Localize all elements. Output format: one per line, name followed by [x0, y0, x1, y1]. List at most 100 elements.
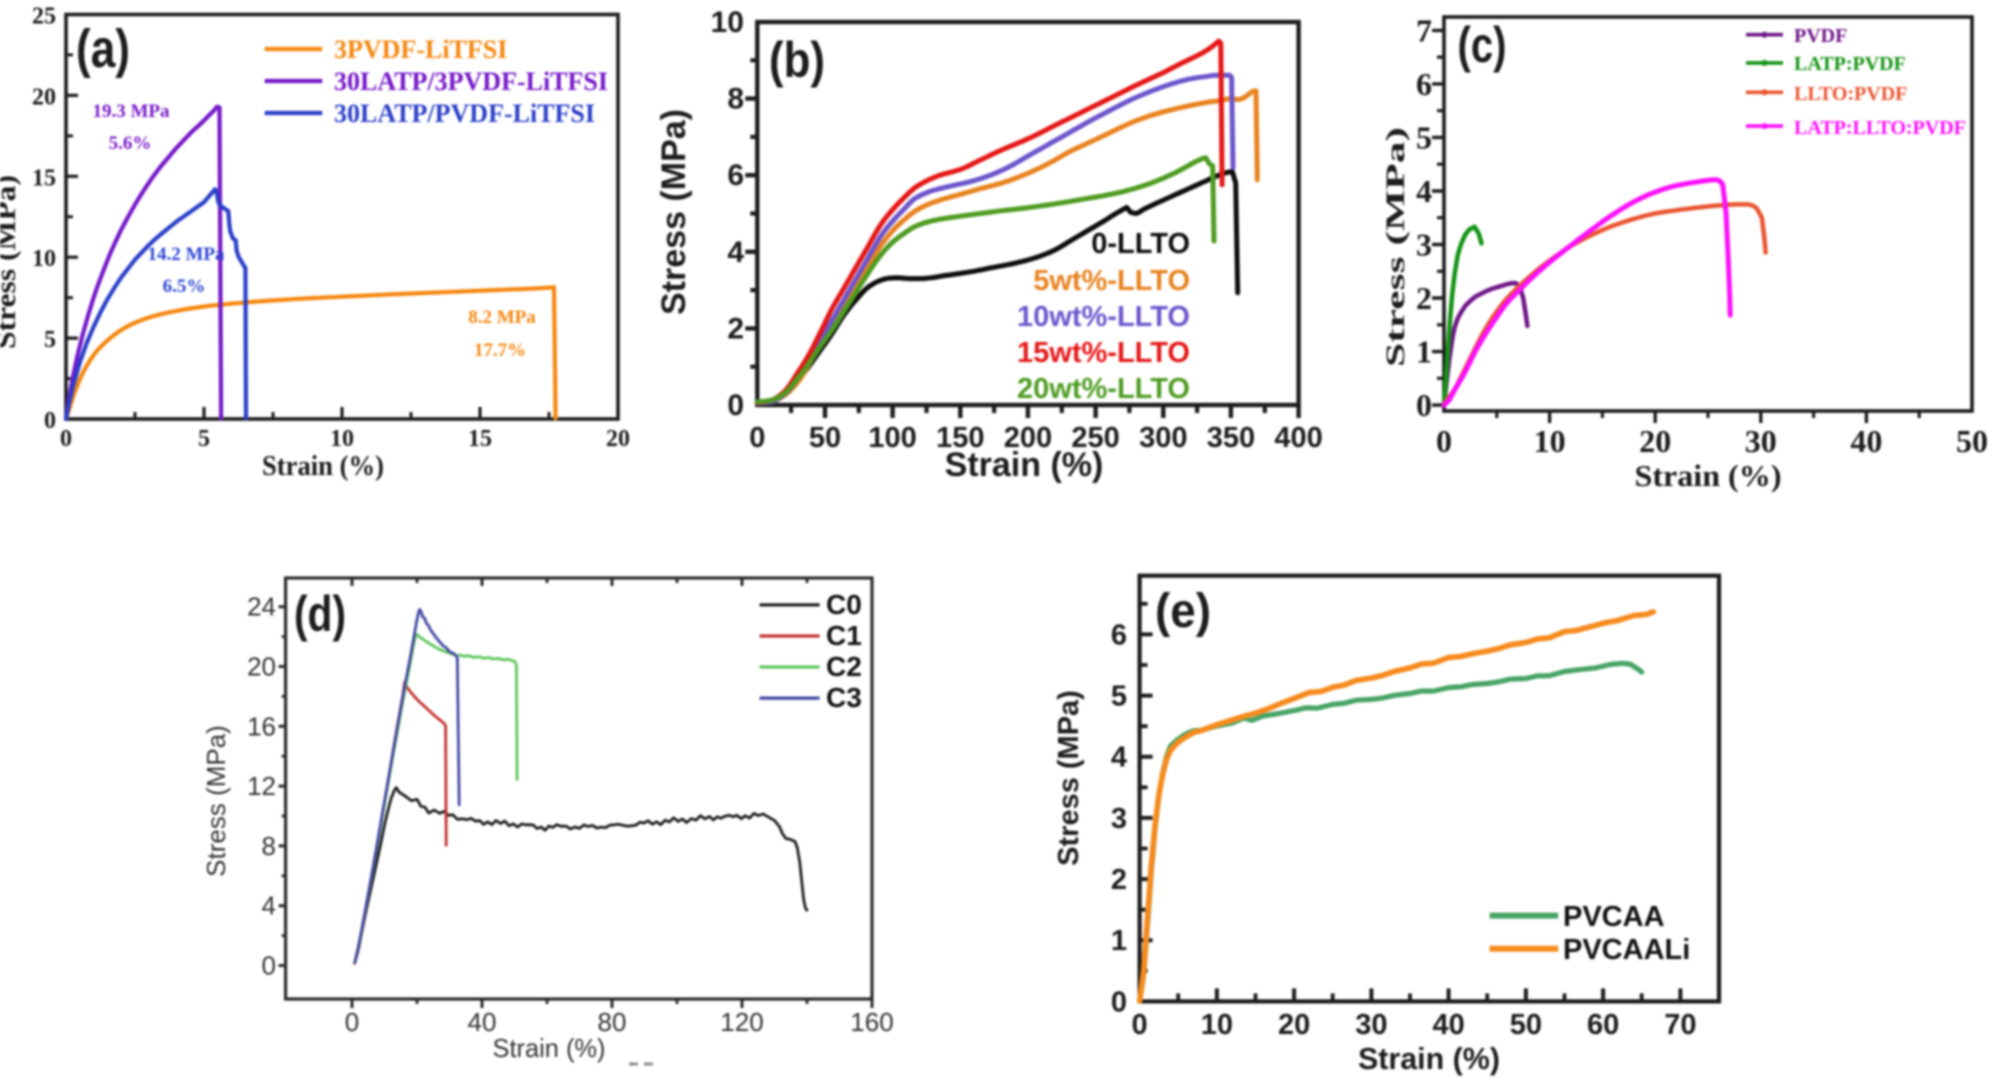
- svg-text:C0: C0: [826, 589, 862, 620]
- svg-text:C3: C3: [826, 682, 862, 713]
- svg-text:1: 1: [1416, 334, 1432, 370]
- svg-text:40: 40: [1850, 423, 1882, 459]
- svg-text:70: 70: [1664, 1009, 1696, 1041]
- svg-text:PVCAALi: PVCAALi: [1563, 934, 1690, 966]
- svg-text:20wt%-LLTO: 20wt%-LLTO: [1017, 373, 1190, 405]
- svg-text:20: 20: [1278, 1009, 1310, 1041]
- svg-text:16: 16: [247, 711, 276, 741]
- svg-text:14.2 MPa: 14.2 MPa: [147, 244, 225, 265]
- svg-text:30: 30: [1355, 1009, 1387, 1041]
- svg-text:10wt%-LLTO: 10wt%-LLTO: [1017, 301, 1190, 333]
- svg-text:40: 40: [468, 1007, 497, 1037]
- svg-text:(b): (b): [769, 32, 825, 88]
- svg-text:2: 2: [727, 312, 744, 345]
- svg-text:150: 150: [936, 422, 984, 454]
- svg-text:2: 2: [1111, 864, 1127, 896]
- svg-text:50: 50: [1510, 1009, 1542, 1041]
- svg-text:0-LLTO: 0-LLTO: [1091, 228, 1190, 260]
- svg-text:15: 15: [32, 165, 56, 191]
- svg-text:0: 0: [44, 408, 56, 434]
- svg-text:0: 0: [1436, 423, 1452, 459]
- svg-text:200: 200: [1004, 422, 1052, 454]
- svg-text:6.5%: 6.5%: [163, 276, 206, 297]
- svg-text:5: 5: [198, 426, 210, 452]
- svg-text:0: 0: [60, 426, 72, 452]
- svg-text:Strain (%): Strain (%): [493, 1033, 606, 1063]
- svg-text:50: 50: [809, 422, 841, 454]
- svg-text:Strain (%): Strain (%): [1635, 458, 1782, 493]
- svg-text:40: 40: [1432, 1009, 1464, 1041]
- svg-text:5wt%-LLTO: 5wt%-LLTO: [1033, 265, 1190, 297]
- svg-text:5: 5: [1416, 119, 1432, 155]
- svg-text:6: 6: [727, 159, 744, 192]
- svg-text:Stress (MPa): Stress (MPa): [201, 725, 231, 877]
- svg-text:350: 350: [1207, 422, 1255, 454]
- svg-text:4: 4: [262, 891, 276, 921]
- svg-text:0: 0: [1111, 986, 1127, 1018]
- svg-text:0: 0: [262, 951, 276, 981]
- svg-text:3PVDF-LiTFSI: 3PVDF-LiTFSI: [334, 35, 507, 64]
- svg-text:15wt%-LLTO: 15wt%-LLTO: [1017, 337, 1190, 369]
- svg-text:20: 20: [247, 652, 276, 682]
- svg-text:C2: C2: [826, 651, 862, 682]
- svg-text:6: 6: [1416, 66, 1432, 102]
- svg-text:17.7%: 17.7%: [474, 340, 526, 361]
- svg-text:24: 24: [247, 592, 276, 622]
- svg-text:7: 7: [1416, 12, 1432, 48]
- svg-text:Stress (MPa): Stress (MPa): [1053, 690, 1085, 866]
- svg-text:Strain (%): Strain (%): [262, 450, 384, 482]
- svg-text:5: 5: [44, 327, 56, 353]
- svg-text:160: 160: [850, 1007, 893, 1037]
- svg-text:PVDF: PVDF: [1794, 25, 1847, 47]
- svg-text:8: 8: [727, 83, 744, 116]
- svg-text:Strain (%): Strain (%): [945, 446, 1104, 484]
- svg-text:20: 20: [1639, 423, 1671, 459]
- svg-text:10: 10: [32, 246, 56, 272]
- svg-text:30LATP/3PVDF-LiTFSI: 30LATP/3PVDF-LiTFSI: [334, 67, 608, 96]
- svg-text:400: 400: [1274, 422, 1322, 454]
- svg-text:(d): (d): [294, 586, 346, 642]
- svg-text:PVCAA: PVCAA: [1563, 901, 1665, 933]
- svg-text:5: 5: [1111, 681, 1127, 713]
- svg-text:12: 12: [247, 771, 276, 801]
- svg-text:(e): (e): [1155, 585, 1211, 638]
- svg-text:20: 20: [32, 84, 56, 110]
- svg-text:50: 50: [1956, 423, 1988, 459]
- svg-text:25: 25: [32, 4, 56, 30]
- svg-text:LATP:PVDF: LATP:PVDF: [1794, 53, 1906, 75]
- svg-text:Stress (MPa): Stress (MPa): [0, 175, 22, 349]
- svg-text:8: 8: [262, 831, 276, 861]
- svg-text:15: 15: [468, 426, 492, 452]
- svg-text:(a): (a): [76, 19, 130, 79]
- svg-text:19.3 MPa: 19.3 MPa: [92, 101, 170, 122]
- svg-text:10: 10: [1534, 423, 1566, 459]
- svg-text:10: 10: [330, 426, 354, 452]
- svg-text:10: 10: [1201, 1009, 1233, 1041]
- svg-text:0: 0: [1132, 1009, 1148, 1041]
- svg-text:60: 60: [1587, 1009, 1619, 1041]
- svg-text:250: 250: [1071, 422, 1119, 454]
- svg-text:10: 10: [711, 6, 744, 39]
- svg-text:Stress (MPa): Stress (MPa): [655, 109, 693, 315]
- svg-text:4: 4: [1111, 742, 1127, 774]
- svg-text:120: 120: [720, 1007, 763, 1037]
- svg-text:4: 4: [727, 236, 744, 269]
- svg-text:Stress (MPa): Stress (MPa): [1381, 127, 1410, 367]
- svg-text:0: 0: [749, 422, 765, 454]
- svg-text:0: 0: [345, 1007, 359, 1037]
- svg-text:Strain (%): Strain (%): [1358, 1041, 1500, 1076]
- svg-text:20: 20: [606, 426, 630, 452]
- svg-text:80: 80: [598, 1007, 627, 1037]
- svg-text:30LATP/PVDF-LiTFSI: 30LATP/PVDF-LiTFSI: [334, 99, 595, 128]
- svg-text:LLTO:PVDF: LLTO:PVDF: [1794, 83, 1907, 105]
- svg-text:100: 100: [868, 422, 916, 454]
- svg-text:5.6%: 5.6%: [109, 133, 152, 154]
- svg-text:1: 1: [1111, 925, 1127, 957]
- svg-text:4: 4: [1416, 173, 1432, 209]
- svg-text:3: 3: [1111, 803, 1127, 835]
- svg-text:300: 300: [1139, 422, 1187, 454]
- svg-text:3: 3: [1416, 227, 1432, 263]
- svg-text:0: 0: [1416, 387, 1432, 423]
- svg-text:0: 0: [727, 389, 744, 422]
- svg-text:2: 2: [1416, 280, 1432, 316]
